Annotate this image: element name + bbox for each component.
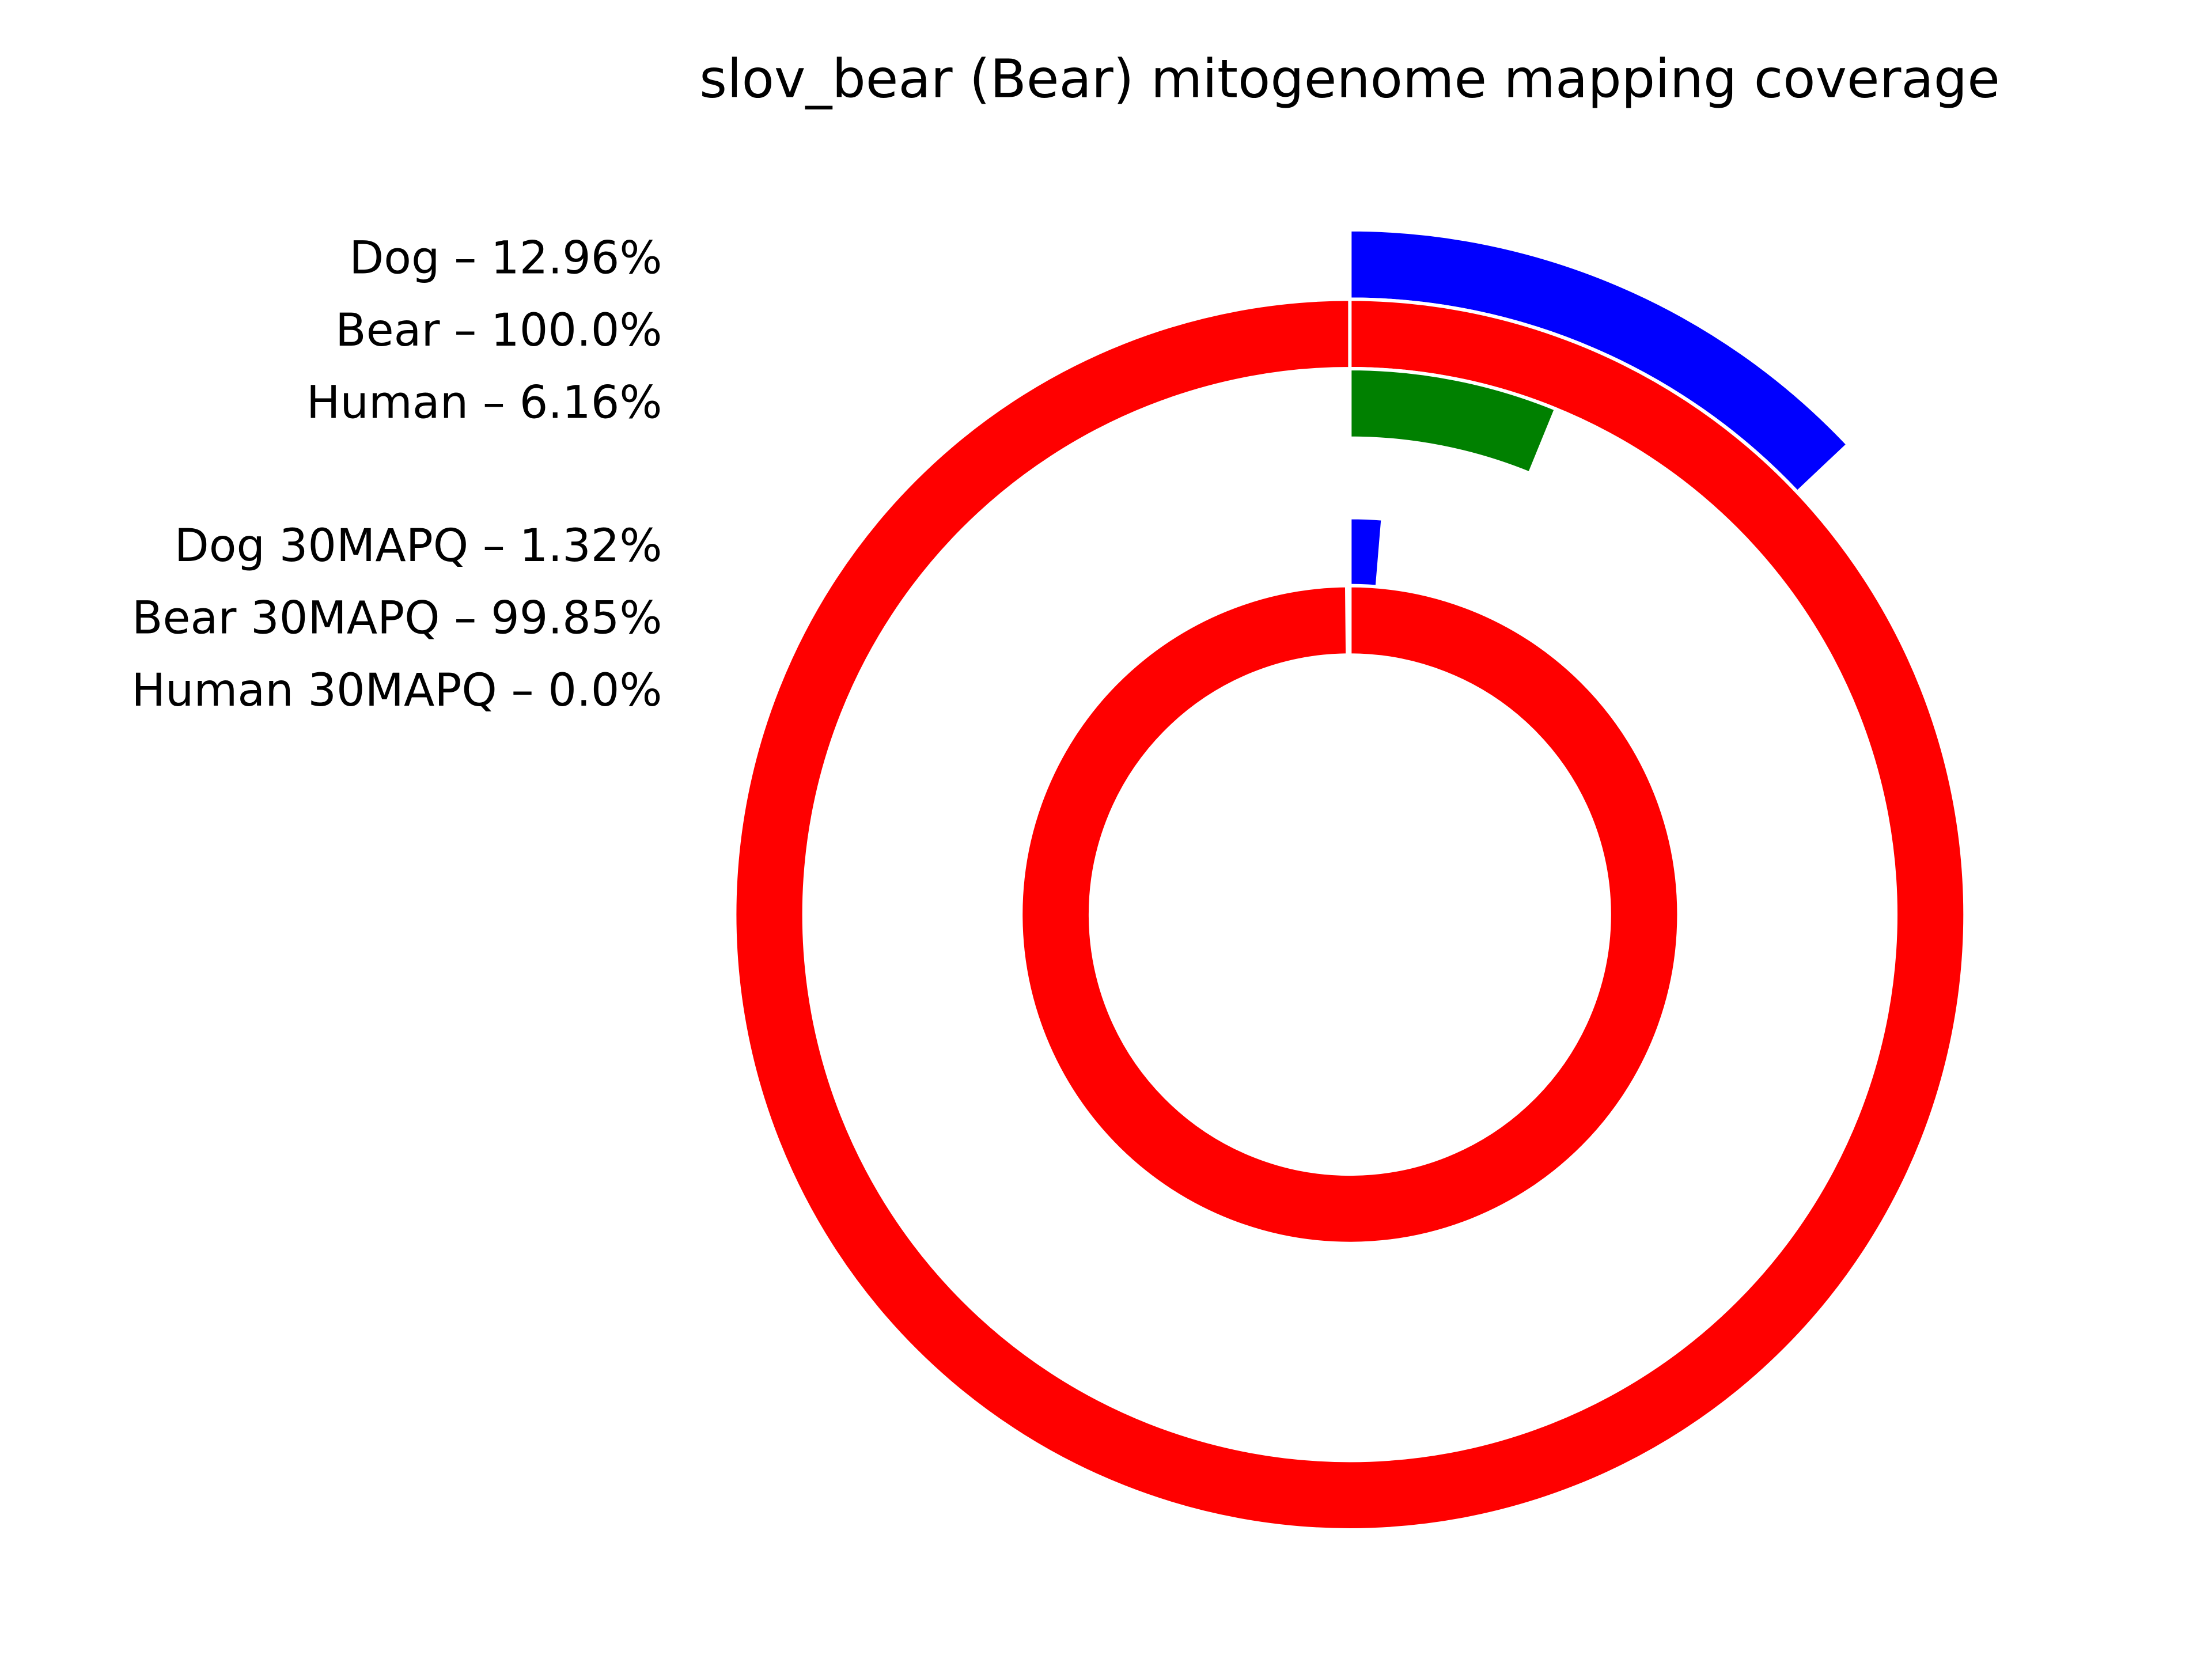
legend-label: Human – 6.16%: [306, 377, 662, 429]
radial-bar: [1348, 366, 1558, 476]
radial-bar: [1348, 516, 1385, 590]
legend-label: Human 30MAPQ – 0.0%: [131, 665, 662, 717]
radial-bar: [733, 297, 1967, 1532]
legend-label: Dog 30MAPQ – 1.32%: [175, 520, 662, 572]
chart-title: slov_bear (Bear) mitogenome mapping cove…: [699, 48, 2000, 109]
legend-label: Bear 30MAPQ – 99.85%: [132, 593, 662, 645]
radial-bar: [1021, 586, 1679, 1244]
legend-label: Bear – 100.0%: [335, 305, 662, 357]
legend-label: Dog – 12.96%: [349, 232, 662, 284]
